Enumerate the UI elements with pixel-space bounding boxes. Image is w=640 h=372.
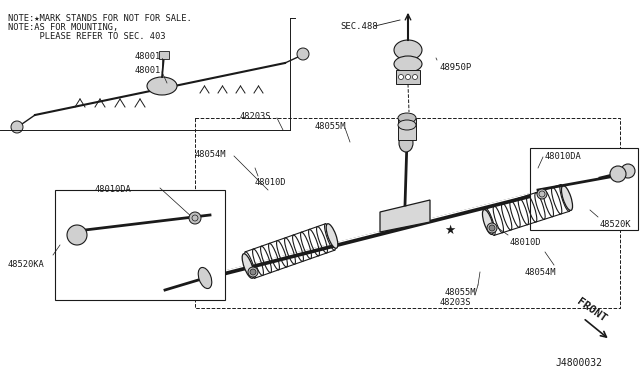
Circle shape xyxy=(621,164,635,178)
Text: 48001: 48001 xyxy=(135,66,161,75)
Ellipse shape xyxy=(483,209,493,234)
Circle shape xyxy=(610,166,626,182)
Ellipse shape xyxy=(394,40,422,60)
Text: 48001: 48001 xyxy=(135,52,161,61)
Text: NOTE:★MARK STANDS FOR NOT FOR SALE.: NOTE:★MARK STANDS FOR NOT FOR SALE. xyxy=(8,14,192,23)
Text: PLEASE REFER TO SEC. 403: PLEASE REFER TO SEC. 403 xyxy=(8,32,166,41)
Ellipse shape xyxy=(147,77,177,95)
Text: J4800032: J4800032 xyxy=(555,358,602,368)
Text: 48203S: 48203S xyxy=(439,298,471,307)
Circle shape xyxy=(250,269,256,275)
Text: 48055M: 48055M xyxy=(314,122,346,131)
Circle shape xyxy=(406,74,410,80)
Circle shape xyxy=(189,212,201,224)
Circle shape xyxy=(248,267,258,277)
Circle shape xyxy=(413,74,417,80)
Circle shape xyxy=(67,225,87,245)
Text: 48520KA: 48520KA xyxy=(8,260,45,269)
Text: NOTE:AS FOR MOUNTING,: NOTE:AS FOR MOUNTING, xyxy=(8,23,118,32)
Bar xyxy=(530,148,638,230)
Text: ★: ★ xyxy=(444,224,456,237)
Ellipse shape xyxy=(398,113,416,123)
Ellipse shape xyxy=(198,267,212,289)
Text: 48010D: 48010D xyxy=(255,178,287,187)
Text: 48950P: 48950P xyxy=(440,63,472,72)
Bar xyxy=(398,118,416,140)
Text: FRONT: FRONT xyxy=(575,296,609,324)
Text: 48054M: 48054M xyxy=(524,268,556,277)
Circle shape xyxy=(487,223,497,233)
Ellipse shape xyxy=(561,186,573,211)
Ellipse shape xyxy=(398,120,416,130)
Text: 48010DA: 48010DA xyxy=(95,185,132,194)
Ellipse shape xyxy=(399,134,413,152)
Bar xyxy=(396,70,420,84)
Text: 48010D: 48010D xyxy=(510,238,541,247)
Circle shape xyxy=(537,189,547,199)
Circle shape xyxy=(11,121,23,133)
Ellipse shape xyxy=(242,254,254,278)
Circle shape xyxy=(399,74,403,80)
Text: 48055M: 48055M xyxy=(444,288,476,297)
Ellipse shape xyxy=(326,224,338,248)
Circle shape xyxy=(297,48,309,60)
Text: 48203S: 48203S xyxy=(239,112,271,121)
Polygon shape xyxy=(380,200,430,232)
Text: 48010DA: 48010DA xyxy=(545,152,582,161)
Text: 48054M: 48054M xyxy=(195,150,226,159)
Bar xyxy=(159,51,169,59)
Ellipse shape xyxy=(394,56,422,72)
Text: SEC.488: SEC.488 xyxy=(340,22,378,31)
Text: 48520K: 48520K xyxy=(600,220,632,229)
Bar xyxy=(55,190,225,300)
Circle shape xyxy=(489,225,495,231)
